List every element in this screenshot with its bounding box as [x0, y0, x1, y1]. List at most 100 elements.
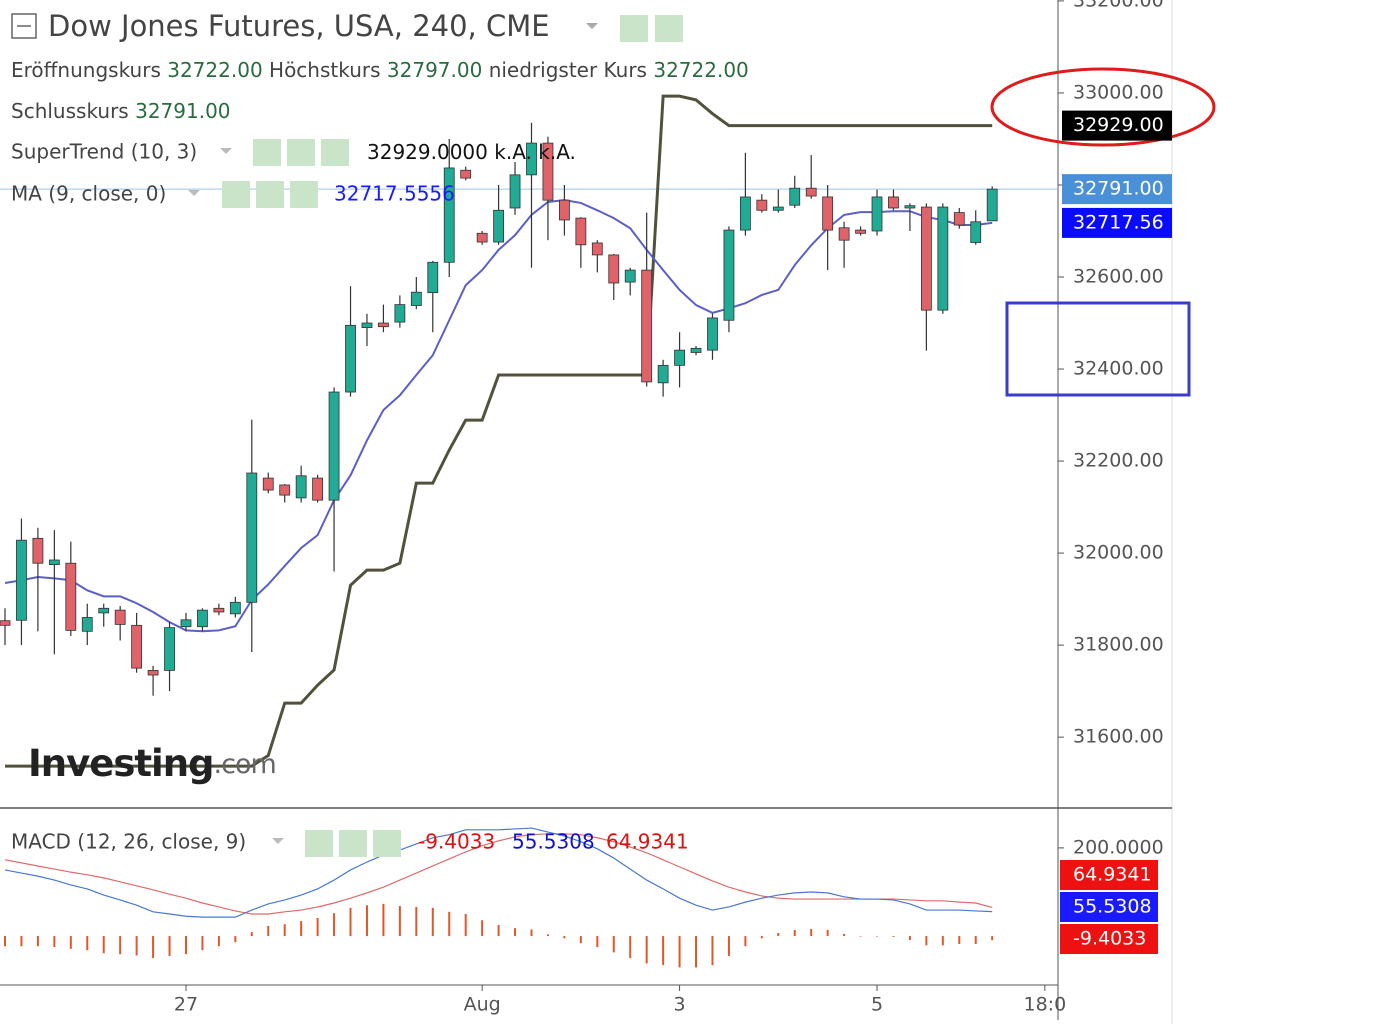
histogram-bar	[316, 917, 319, 937]
histogram-bar	[36, 936, 39, 947]
histogram-bar	[168, 936, 171, 956]
histogram-bar	[941, 936, 944, 946]
candle-body	[970, 221, 982, 243]
histogram-bar	[102, 936, 105, 954]
histogram-bar	[876, 936, 879, 937]
candle-body	[888, 196, 899, 209]
y-tick-label: 31800.00	[1073, 634, 1164, 656]
eye-button[interactable]	[305, 830, 333, 857]
macd-axis-label: -9.4033	[1073, 928, 1146, 950]
candle-body	[262, 477, 274, 491]
plot	[0, 94, 1058, 968]
histogram-bar	[365, 905, 368, 937]
macd-legend-value: -9.4033	[418, 830, 495, 854]
histogram-bar	[645, 936, 648, 964]
legend: Dow Jones Futures, USA, 240, CME Eröffnu…	[11, 9, 749, 857]
remove-button[interactable]	[290, 181, 318, 208]
histogram-bar	[201, 936, 204, 951]
y-tick-label: 33000.00	[1073, 81, 1164, 103]
low-label: niedrigster Kurs	[489, 58, 647, 82]
candle-body	[32, 537, 44, 564]
ma-axis-label-box	[1062, 207, 1172, 238]
candle-body	[657, 364, 669, 384]
close-axis-label-box	[1062, 174, 1172, 205]
eye-button[interactable]	[253, 139, 281, 166]
candle-body	[641, 269, 653, 383]
open-label: Eröffnungskurs	[11, 58, 161, 82]
dropdown-icon[interactable]	[272, 838, 284, 844]
candle-body	[295, 475, 307, 499]
candle-body	[674, 349, 685, 366]
candle-body	[460, 169, 472, 179]
histogram-bar	[184, 936, 187, 955]
candle-body	[164, 627, 175, 671]
remove-button[interactable]	[321, 139, 349, 166]
candle-body	[772, 206, 784, 211]
supertrend-value: k.A.	[538, 140, 576, 164]
candle-body	[739, 196, 751, 231]
histogram-bar	[579, 936, 582, 944]
candle-body	[328, 391, 340, 501]
highlight-ellipse	[990, 67, 1216, 147]
y-tick-label: 32000.00	[1073, 542, 1164, 564]
settings-button[interactable]	[287, 139, 315, 166]
candle-body	[443, 167, 455, 263]
supertrend-axis-label: 32929.00	[1073, 114, 1164, 136]
candle-body	[98, 607, 110, 614]
eye-button[interactable]	[222, 181, 250, 208]
y-tick-label: 33200.00	[1073, 0, 1164, 11]
histogram-bar	[20, 936, 23, 947]
eye-button[interactable]	[620, 15, 648, 42]
histogram-bar	[497, 925, 500, 937]
candle-body	[624, 269, 636, 283]
highlight-rect	[1005, 301, 1191, 397]
y-tick-label: 31600.00	[1073, 726, 1164, 748]
high-label: Höchstkurs	[269, 58, 381, 82]
x-tick-label: Aug	[464, 994, 501, 1016]
histogram-bar	[53, 936, 56, 948]
histogram-bar	[152, 936, 155, 959]
candle-body	[789, 187, 801, 206]
histogram-bar	[464, 914, 467, 937]
close-legend: Schlusskurs 32791.00	[11, 99, 231, 123]
histogram-bar	[69, 936, 72, 949]
candle-body	[805, 187, 817, 197]
dropdown-icon[interactable]	[188, 190, 200, 196]
macd-axis-label-box	[1060, 892, 1158, 922]
candle-body	[559, 199, 570, 221]
supertrend-legend: SuperTrend (10, 3)	[11, 140, 197, 164]
low-value: 32722.00	[653, 58, 748, 82]
histogram-bar	[744, 936, 747, 947]
collapse-button[interactable]	[11, 13, 37, 39]
histogram-bar	[267, 925, 270, 937]
ohlc-legend: Eröffnungskurs 32722.00 Höchstkurs 32797…	[11, 58, 749, 82]
candle-body	[707, 317, 718, 351]
macd-axis-label-box	[1060, 860, 1158, 890]
candle-body	[493, 209, 504, 243]
histogram-bar	[974, 936, 977, 945]
macd-legend-value: 64.9341	[606, 830, 689, 854]
histogram-bar	[925, 936, 928, 946]
settings-button[interactable]	[339, 830, 367, 857]
candle-body	[361, 322, 373, 329]
dropdown-icon[interactable]	[220, 148, 232, 154]
candle-body	[953, 212, 965, 226]
histogram-bar	[382, 903, 385, 937]
macd-axis-label: 55.5308	[1073, 896, 1152, 918]
dropdown-icon[interactable]	[586, 23, 598, 29]
histogram-bar	[514, 928, 517, 937]
candle-body	[986, 188, 998, 222]
macd-line	[4, 827, 993, 918]
histogram-bar	[250, 932, 253, 937]
candle-body	[48, 559, 60, 565]
settings-button[interactable]	[655, 15, 683, 42]
histogram-bar	[629, 936, 632, 959]
candle-body	[427, 261, 439, 294]
candle-body	[838, 227, 850, 241]
settings-button[interactable]	[256, 181, 284, 208]
histogram-bar	[793, 929, 796, 937]
remove-button[interactable]	[373, 830, 401, 857]
candle-body	[312, 477, 324, 501]
close-value: 32791.00	[135, 99, 230, 123]
histogram-bar	[662, 936, 665, 966]
